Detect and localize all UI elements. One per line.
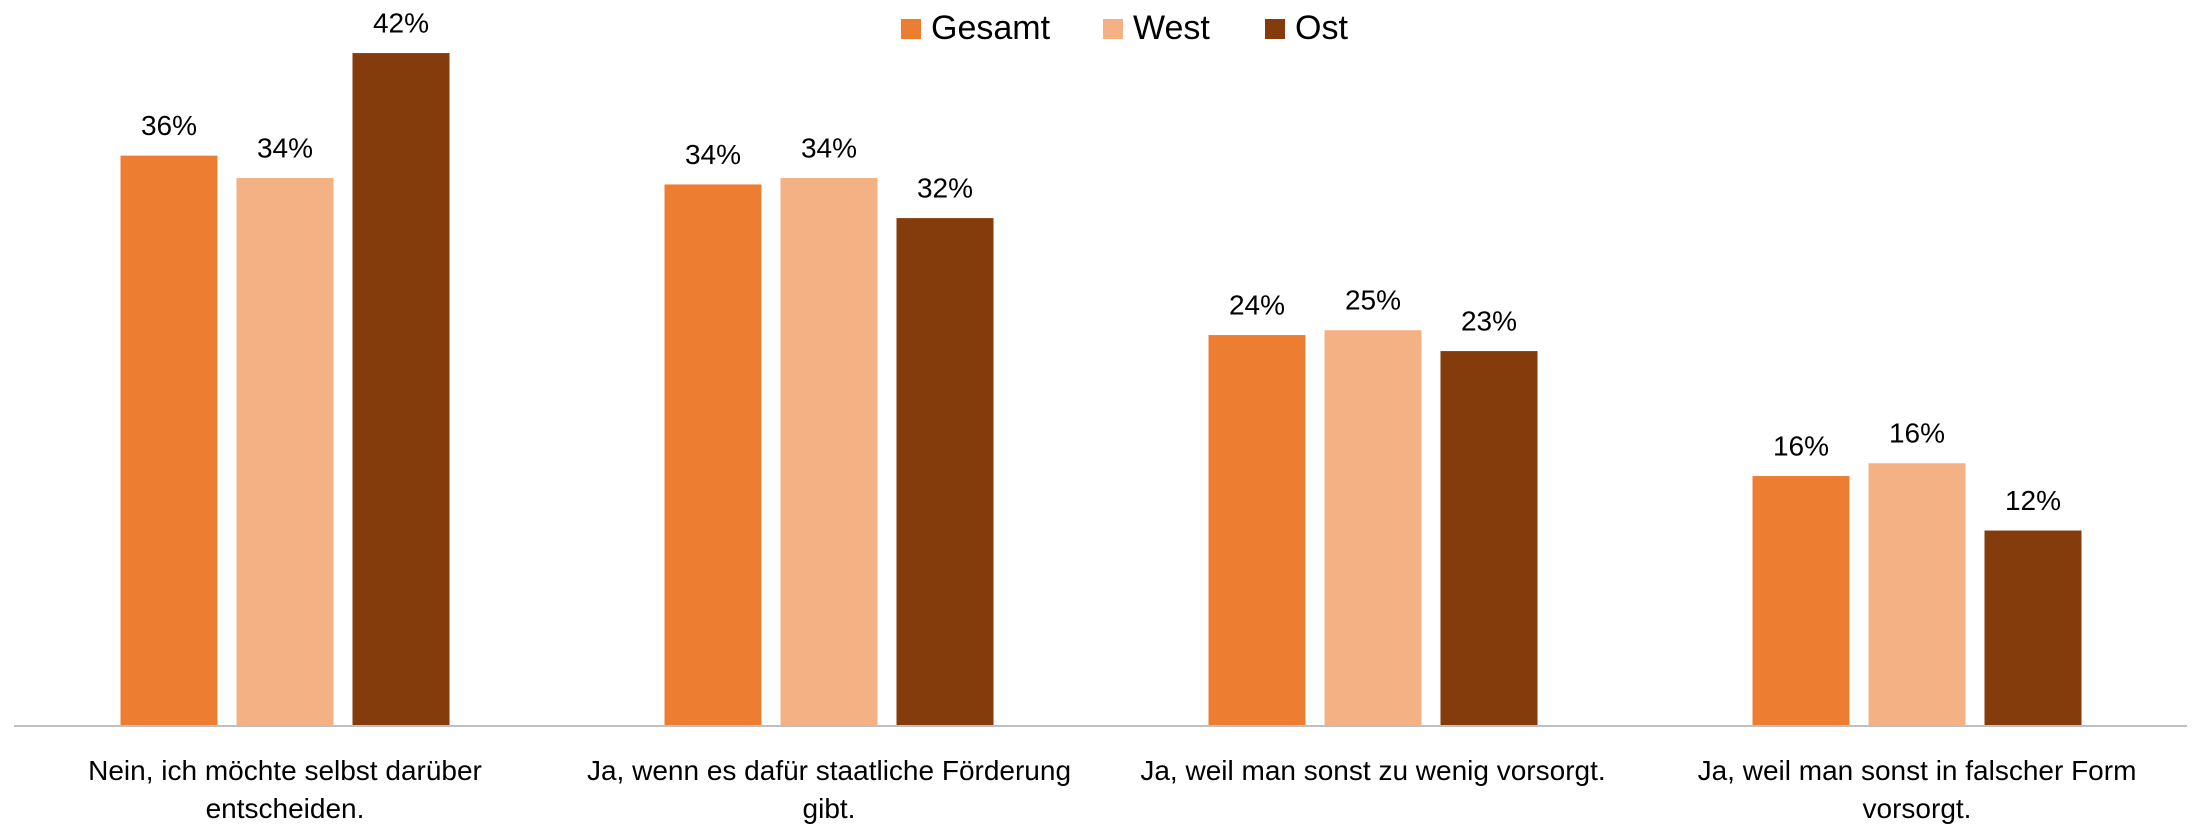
bar bbox=[1984, 530, 2082, 726]
x-tick-label: Nein, ich möchte selbst darüber entschei… bbox=[88, 755, 482, 824]
data-label: 25% bbox=[1345, 285, 1401, 316]
x-tick-label: Ja, weil man sonst in falscher Form vors… bbox=[1697, 755, 2137, 824]
data-label: 34% bbox=[801, 132, 857, 163]
x-tick-label: Ja, wenn es dafür staatliche Förderung g… bbox=[586, 755, 1072, 824]
bar bbox=[236, 178, 334, 727]
legend-label: Ost bbox=[1295, 9, 1348, 47]
data-label: 23% bbox=[1461, 305, 1517, 336]
bar bbox=[1324, 330, 1422, 726]
data-label: 32% bbox=[917, 172, 973, 203]
bar bbox=[352, 53, 450, 727]
data-label: 16% bbox=[1889, 418, 1945, 449]
x-tick-label: Ja, weil man sonst zu wenig vorsorgt. bbox=[1140, 755, 1606, 786]
data-label: 34% bbox=[257, 132, 313, 163]
bar bbox=[1868, 463, 1966, 726]
data-label: 12% bbox=[2005, 485, 2061, 516]
bar bbox=[1752, 476, 1850, 726]
legend-label: Gesamt bbox=[931, 9, 1051, 47]
data-label: 24% bbox=[1229, 289, 1285, 320]
bar bbox=[664, 184, 762, 727]
data-label: 36% bbox=[141, 110, 197, 141]
legend-label: West bbox=[1133, 9, 1210, 47]
data-label: 16% bbox=[1773, 430, 1829, 461]
bar bbox=[1208, 335, 1306, 726]
bar bbox=[780, 178, 878, 727]
legend-swatch bbox=[901, 19, 921, 39]
legend-swatch bbox=[1103, 19, 1123, 39]
data-label: 34% bbox=[685, 139, 741, 170]
bar bbox=[120, 155, 218, 726]
bar bbox=[1440, 351, 1538, 726]
bar bbox=[896, 218, 994, 726]
legend-swatch bbox=[1265, 19, 1285, 39]
data-label: 42% bbox=[373, 7, 429, 38]
